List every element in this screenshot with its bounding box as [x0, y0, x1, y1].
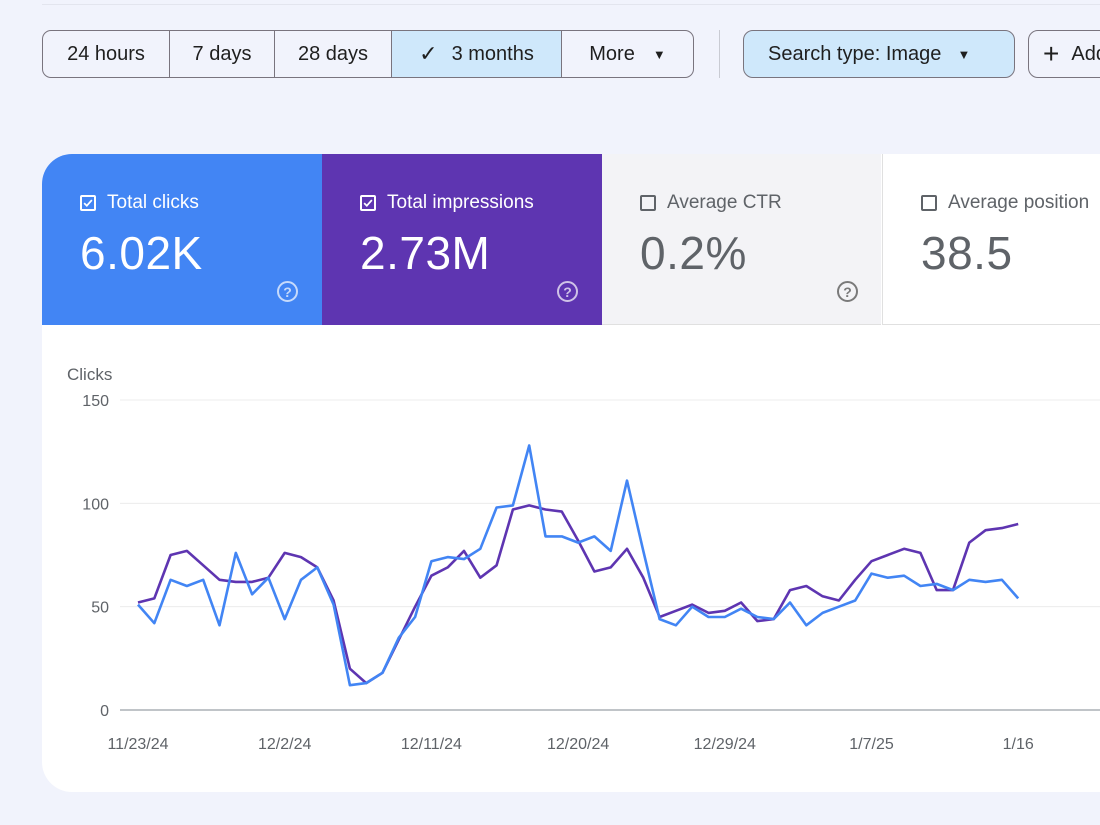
- x-tick-label: 11/23/24: [107, 736, 168, 753]
- y-tick-label: 100: [82, 496, 109, 513]
- date-range-28-days[interactable]: 28 days: [275, 31, 392, 77]
- toolbar-divider: [719, 30, 720, 78]
- y-tick-label: 150: [82, 393, 109, 410]
- clicks-impressions-chart: Clicks 0 50 100 150 11/23/24 12/2/24 12/11/24…: [67, 365, 1100, 753]
- x-tick-label: 12/20/24: [547, 736, 609, 753]
- checkbox-unchecked-icon[interactable]: [640, 195, 656, 211]
- clicks-series-line: [137, 444, 1020, 687]
- metric-average-ctr[interactable]: Average CTR 0.2% ?: [602, 154, 881, 325]
- metric-label: Total impressions: [387, 192, 534, 213]
- metric-label: Total clicks: [107, 192, 199, 213]
- date-range-more[interactable]: More ▼: [589, 42, 666, 65]
- metric-total-clicks[interactable]: Total clicks 6.02K ?: [42, 154, 322, 325]
- metric-average-position[interactable]: Average position 38.5: [882, 154, 1100, 325]
- impressions-series-line: [137, 504, 1019, 685]
- metric-value: 0.2%: [640, 227, 747, 279]
- plus-icon: +: [1043, 38, 1060, 69]
- dropdown-arrow-icon: ▼: [957, 46, 971, 62]
- y-axis-title: Clicks: [67, 365, 112, 384]
- checkbox-unchecked-icon[interactable]: [921, 195, 937, 211]
- add-filter-button[interactable]: + Add: [1028, 30, 1100, 78]
- x-tick-label: 1/16: [1003, 736, 1034, 753]
- date-range-3-months[interactable]: ✓ 3 months: [392, 31, 562, 77]
- help-icon[interactable]: ?: [277, 281, 298, 302]
- help-icon[interactable]: ?: [837, 281, 858, 302]
- metric-total-impressions[interactable]: Total impressions 2.73M ?: [322, 154, 602, 325]
- check-icon: ✓: [419, 41, 438, 66]
- checkbox-checked-icon[interactable]: [360, 195, 376, 211]
- x-tick-label: 1/7/25: [849, 736, 894, 753]
- date-range-24-hours[interactable]: 24 hours: [43, 31, 170, 77]
- top-divider: [42, 4, 1100, 5]
- metric-value: 2.73M: [360, 227, 491, 279]
- search-type-filter[interactable]: Search type: Image ▼: [743, 30, 1015, 78]
- x-tick-label: 12/11/24: [401, 736, 462, 753]
- metric-label: Average position: [948, 192, 1090, 213]
- checkbox-checked-icon[interactable]: [80, 195, 96, 211]
- date-range-selector: 24 hours 7 days 28 days ✓ 3 months More …: [42, 30, 694, 78]
- x-tick-label: 12/29/24: [694, 736, 756, 753]
- date-range-7-days[interactable]: 7 days: [170, 31, 275, 77]
- metric-value: 6.02K: [80, 227, 203, 279]
- dropdown-arrow-icon: ▼: [652, 46, 666, 62]
- y-tick-label: 50: [91, 600, 109, 617]
- performance-card: Total clicks 6.02K ? Total impressions 2…: [42, 154, 1100, 792]
- metric-label: Average CTR: [667, 192, 782, 213]
- metric-value: 38.5: [921, 227, 1013, 279]
- x-tick-label: 12/2/24: [258, 736, 311, 753]
- y-tick-label: 0: [100, 703, 109, 720]
- help-icon[interactable]: ?: [557, 281, 578, 302]
